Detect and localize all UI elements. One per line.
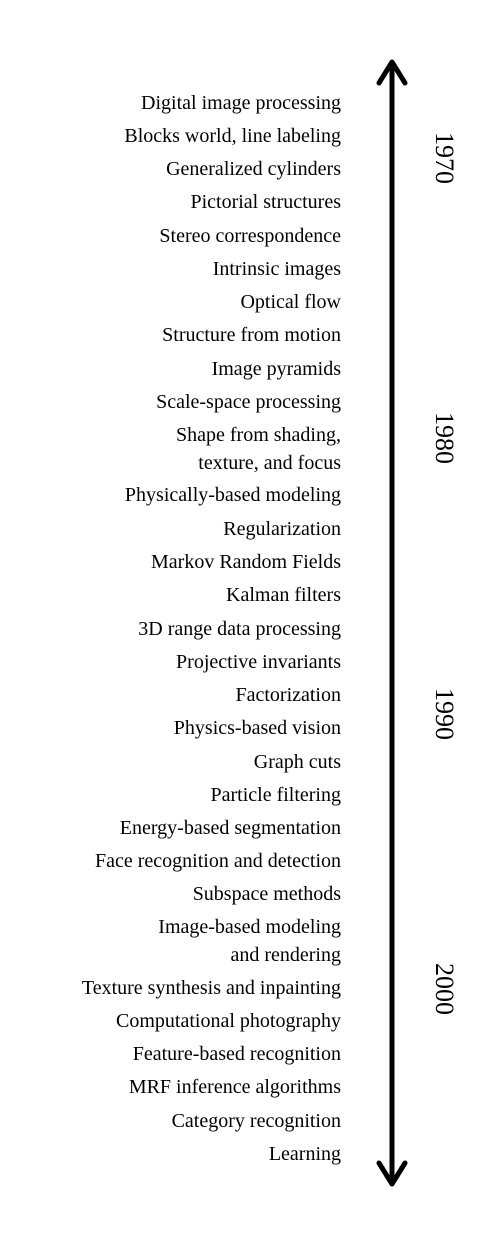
topic-item: Computational photography: [116, 1010, 341, 1032]
topic-item: Digital image processing: [141, 92, 341, 114]
topic-item: Pictorial structures: [190, 191, 341, 213]
topic-item: Energy-based segmentation: [119, 817, 341, 839]
topic-item: Texture synthesis and inpainting: [81, 977, 341, 999]
topic-item: Physics-based vision: [173, 717, 341, 739]
topic-item: Factorization: [235, 684, 341, 706]
topic-item: Stereo correspondence: [159, 225, 341, 247]
timeline-arrow: [376, 59, 408, 1187]
topic-item: 3D range data processing: [138, 618, 341, 640]
topic-item: Regularization: [223, 518, 341, 540]
topic-item: Intrinsic images: [212, 258, 341, 280]
topic-item: Subspace methods: [192, 883, 341, 905]
topic-item: Image-based modeling: [158, 916, 341, 938]
topic-item: Kalman filters: [226, 584, 341, 606]
topic-item: Projective invariants: [176, 651, 341, 673]
decade-label: 2000: [430, 963, 459, 1015]
topic-item: texture, and focus: [198, 452, 341, 474]
topic-item: Learning: [268, 1143, 341, 1165]
topic-item: Feature-based recognition: [132, 1043, 341, 1065]
topic-item: Structure from motion: [162, 324, 341, 346]
topic-item: Face recognition and detection: [94, 850, 341, 872]
topic-item: Generalized cylinders: [166, 158, 341, 180]
decade-label: 1990: [430, 688, 459, 740]
topic-item: Blocks world, line labeling: [124, 125, 341, 147]
decade-label: 1970: [430, 132, 459, 184]
topic-item: Markov Random Fields: [151, 551, 341, 573]
arrowhead-up-icon: [376, 59, 408, 86]
topic-item: Shape from shading,: [176, 424, 341, 446]
topic-item: Scale-space processing: [156, 391, 341, 413]
decade-label: 1980: [430, 412, 459, 464]
topic-item: Category recognition: [171, 1110, 341, 1132]
topic-item: Graph cuts: [253, 751, 341, 773]
topic-item: Particle filtering: [210, 784, 341, 806]
topic-item: Physically-based modeling: [124, 484, 341, 506]
arrowhead-down-icon: [376, 1160, 408, 1187]
topic-list: Digital image processing Blocks world, l…: [81, 92, 341, 1165]
topic-item: and rendering: [230, 944, 341, 966]
topic-item: Image pyramids: [211, 358, 341, 380]
topic-item: MRF inference algorithms: [128, 1076, 341, 1098]
topic-item: Optical flow: [240, 291, 341, 313]
